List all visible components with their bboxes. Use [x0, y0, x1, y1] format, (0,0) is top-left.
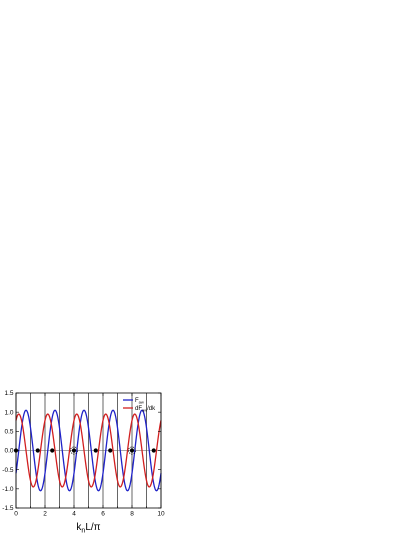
y-tick-label-3: 0.0	[4, 448, 13, 455]
x-tick-label-5: 10	[157, 511, 165, 518]
y-tick-label-4: 0.5	[4, 429, 13, 436]
plot-area: 0 2 4 6 8 10 -1.5 -1.0 -0.5 0.0 0.5 1.0 1.5 knL/π Fawd…	[2, 390, 165, 534]
y-tick-label-0: -1.5	[2, 505, 14, 512]
x-tick-label-0: 0	[14, 511, 18, 518]
x-tick-label-2: 4	[72, 511, 76, 518]
filled-marker-4	[93, 448, 98, 453]
y-tick-label-6: 1.5	[4, 390, 13, 397]
x-tick-label-4: 8	[130, 511, 134, 518]
filled-marker-2	[50, 448, 55, 453]
legend-label-1: dFaw/dk	[135, 406, 156, 413]
x-tick-label-3: 6	[101, 511, 105, 518]
filled-marker-5	[108, 448, 113, 453]
filled-marker-1	[35, 448, 40, 453]
series-line-0	[15, 409, 162, 492]
filled-marker-7	[151, 448, 156, 453]
y-tick-label-5: 1.0	[4, 409, 13, 416]
y-tick-label-1: -1.0	[2, 486, 14, 493]
x-axis-label: knL/π	[76, 522, 100, 535]
x-tick-label-1: 2	[43, 511, 47, 518]
filled-marker-3	[71, 448, 77, 453]
filled-marker-6	[129, 448, 135, 453]
y-tick-label-2: -0.5	[2, 467, 14, 474]
legend-label-0: Faw	[135, 398, 144, 405]
open-marker-1	[128, 446, 136, 455]
open-marker-0	[70, 446, 78, 455]
series-line-1	[15, 413, 162, 488]
